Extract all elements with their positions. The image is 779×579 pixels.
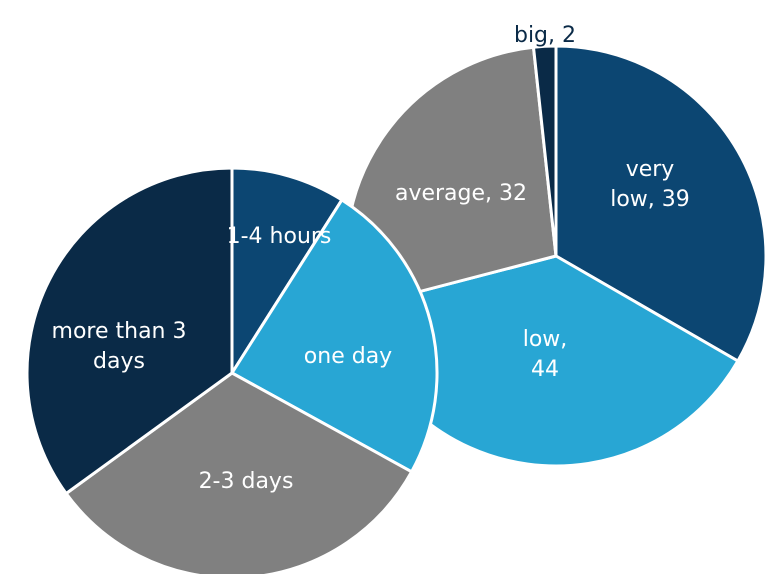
pie-slice-one-day	[230, 198, 439, 474]
data-label-more-than-3-days: more than 3 days	[52, 319, 187, 374]
pie-chart-duration: 1-4 hours one day 2-3 days more than 3 days	[25, 166, 439, 579]
data-label-average: average, 32	[395, 181, 527, 206]
data-label-low: low, 44	[523, 327, 568, 382]
data-label-2-3-days: 2-3 days	[199, 469, 294, 494]
pie-slice-big	[531, 44, 558, 258]
data-label-1-4-hours: 1-4 hours	[227, 224, 332, 249]
data-label-very-low: very low, 39	[610, 157, 690, 212]
data-label-one-day: one day	[304, 344, 392, 369]
pie-slice-more-than-3-days	[25, 166, 234, 495]
pie-slice-very-low	[554, 44, 768, 363]
data-label-big: big, 2	[514, 23, 576, 48]
pie-slice-1-4-hours	[230, 166, 344, 375]
